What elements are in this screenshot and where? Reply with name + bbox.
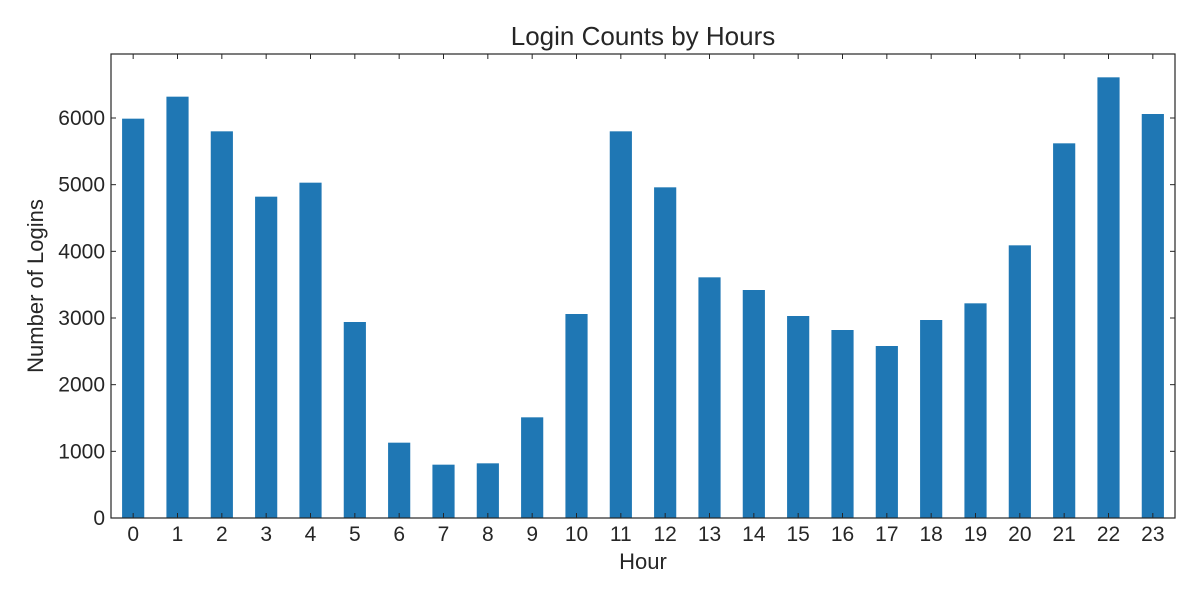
x-tick-label-8: 8 [482,523,494,546]
bar-hour-18 [920,320,943,518]
tick-labels-group: 0 1 2 3 4 5 6 7 8 9 10 11 12 13 14 15 16 17 18 19 20 21 22 2301… [58,107,1164,546]
x-tick-label-20: 20 [1008,523,1031,546]
x-tick-label-0: 0 [127,523,139,546]
bar-hour-6 [388,442,411,518]
bar-hour-17 [875,346,898,518]
bars-group [122,77,1164,519]
bar-hour-11 [609,131,632,518]
bar-hour-4 [299,182,322,519]
x-tick-label-19: 19 [964,523,987,546]
bar-hour-20 [1008,245,1031,518]
x-tick-label-1: 1 [172,523,184,546]
bar-hour-19 [964,303,987,518]
x-tick-label-18: 18 [919,523,942,546]
plot-frame [110,53,1176,519]
y-tick-label-4000: 4000 [58,240,105,263]
x-tick-label-4: 4 [305,523,317,546]
y-tick-label-2000: 2000 [58,374,105,397]
x-tick-label-3: 3 [260,523,272,546]
ticks-group [111,54,1175,519]
x-tick-label-7: 7 [438,523,450,546]
bar-hour-5 [343,322,366,518]
bar-hour-2 [210,131,233,518]
x-tick-label-15: 15 [786,523,809,546]
x-tick-label-12: 12 [653,523,676,546]
bar-hour-13 [698,277,721,518]
bar-hour-21 [1053,143,1076,518]
x-tick-label-14: 14 [742,523,766,546]
y-tick-label-0: 0 [93,507,105,530]
bar-hour-15 [787,316,810,518]
x-tick-label-5: 5 [349,523,361,546]
bar-hour-0 [122,118,145,519]
y-tick-label-5000: 5000 [58,174,105,197]
x-tick-label-6: 6 [393,523,405,546]
bar-hour-3 [255,196,278,519]
bar-hour-8 [476,463,499,518]
x-tick-label-9: 9 [526,523,538,546]
bar-hour-23 [1141,114,1164,518]
bar-hour-22 [1097,77,1120,518]
bar-hour-16 [831,330,854,518]
y-tick-label-3000: 3000 [58,307,105,330]
x-tick-label-21: 21 [1052,523,1075,546]
x-tick-label-16: 16 [831,523,854,546]
y-tick-label-1000: 1000 [58,440,105,463]
bar-hour-10 [565,314,588,518]
x-tick-label-22: 22 [1097,523,1120,546]
bar-hour-12 [654,187,677,518]
x-tick-label-17: 17 [875,523,898,546]
x-tick-label-23: 23 [1141,523,1164,546]
x-tick-label-10: 10 [565,523,588,546]
x-tick-label-2: 2 [216,523,228,546]
y-tick-label-6000: 6000 [58,107,105,130]
bar-hour-14 [742,290,765,518]
bar-hour-9 [521,417,544,518]
x-tick-label-11: 11 [610,523,632,546]
x-axis-label: Hour [619,549,667,574]
bar-hour-1 [166,96,189,519]
bar-hour-7 [432,464,455,518]
y-axis-label: Number of Logins [23,199,48,373]
chart-title: Login Counts by Hours [511,21,775,51]
x-tick-label-13: 13 [698,523,721,546]
